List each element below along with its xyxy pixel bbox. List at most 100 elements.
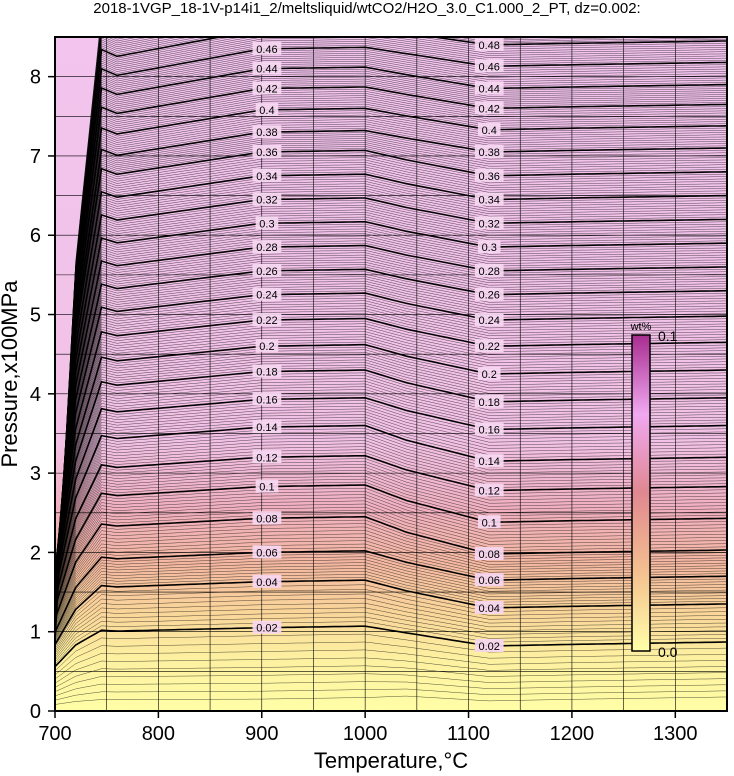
- minor-contour-line: [55, 276, 727, 572]
- contour-label-background: [474, 483, 504, 497]
- contour-label-background: [474, 263, 504, 277]
- colorbar-unit: wt%: [630, 321, 652, 333]
- minor-contour-line: [55, 214, 727, 576]
- minor-contour-line: [55, 78, 727, 608]
- minor-contour-line: [55, 500, 727, 614]
- contour-label: 0.44: [479, 84, 500, 96]
- minor-contour-line: [55, 416, 727, 589]
- minor-contour-line: [55, 308, 727, 573]
- minor-contour-line: [55, 372, 727, 580]
- minor-contour-line: [55, 216, 727, 575]
- contour-label: 0.42: [479, 103, 500, 115]
- contour-label: 0.38: [479, 147, 500, 159]
- minor-contour-line: [55, 157, 727, 584]
- major-contour-line: [55, 343, 727, 577]
- x-axis-title: Temperature,°C: [314, 748, 468, 773]
- minor-contour-line: [55, 574, 727, 643]
- minor-contour-line: [55, 470, 727, 604]
- contour-label-background: [252, 263, 282, 277]
- minor-contour-line: [55, 602, 727, 656]
- minor-contour-line: [55, 497, 727, 613]
- major-contour-line: [55, 292, 727, 573]
- minor-contour-line: [55, 530, 727, 625]
- contour-label-background: [474, 313, 504, 327]
- minor-contour-line: [55, 88, 727, 604]
- minor-contour-line: [55, 200, 727, 577]
- minor-contour-line: [55, 513, 727, 618]
- contour-label-background: [252, 313, 282, 327]
- minor-contour-line: [55, 408, 727, 587]
- minor-contour-line: [55, 431, 727, 593]
- minor-contour-line: [55, 154, 727, 584]
- contour-label: 0.02: [479, 641, 500, 653]
- contour-label-background: [255, 216, 279, 230]
- major-contour-line: [55, 369, 727, 580]
- minor-contour-line: [55, 283, 727, 572]
- contour-label: 0.28: [256, 242, 277, 254]
- minor-contour-line: [55, 607, 727, 658]
- contour-label-background: [252, 511, 282, 525]
- contour-label: 0.06: [479, 575, 500, 587]
- y-axis-title: Pressure,x100MPa: [0, 280, 22, 468]
- minor-contour-line: [55, 440, 727, 595]
- minor-contour-line: [55, 132, 727, 591]
- contour-labels: 0.02 0.02 0.04 0.04 0.06 0.06 0.08 0.08 0.1 0.1 0.…: [252, 37, 504, 653]
- minor-contour-line: [55, 458, 727, 600]
- minor-contour-line: [55, 536, 727, 627]
- contour-label: 0.14: [256, 422, 277, 434]
- major-contour-line: [55, 86, 727, 604]
- minor-contour-line: [55, 481, 727, 607]
- contour-label: 0.22: [479, 341, 500, 353]
- minor-contour-line: [55, 576, 727, 644]
- contour-label-background: [252, 574, 282, 588]
- minor-contour-line: [55, 64, 727, 613]
- minor-contour-line: [55, 310, 727, 573]
- minor-contour-line: [55, 166, 727, 582]
- contour-label-background: [252, 545, 282, 559]
- major-contour-line: [55, 268, 727, 572]
- minor-contour-line: [55, 400, 727, 586]
- contour-label: 0.1: [259, 482, 274, 494]
- minor-contour-line: [55, 138, 727, 589]
- minor-contour-line: [55, 354, 727, 578]
- major-contour-line: [55, 484, 727, 609]
- minor-contour-line: [55, 288, 727, 572]
- contour-label: 0.1: [482, 517, 497, 529]
- minor-contour-line: [55, 461, 727, 601]
- minor-contour-line: [55, 523, 727, 622]
- contour-label: 0.28: [479, 266, 500, 278]
- minor-contour-line: [55, 419, 727, 590]
- minor-contour-line: [55, 140, 727, 588]
- minor-contour-line: [55, 185, 727, 579]
- minor-contour-line: [55, 250, 727, 573]
- minor-contour-line: [55, 261, 727, 573]
- minor-contour-line: [55, 449, 727, 598]
- minor-contour-line: [55, 467, 727, 603]
- x-tick-label: 1000: [343, 723, 388, 745]
- minor-contour-line: [55, 452, 727, 599]
- minor-contour-line: [55, 101, 727, 599]
- minor-contour-line: [55, 346, 727, 577]
- minor-contour-line: [55, 673, 727, 692]
- minor-contour-line: [55, 411, 727, 588]
- contour-label-background: [474, 454, 504, 468]
- y-tick-label: 5: [30, 305, 41, 327]
- contour-label-background: [474, 600, 504, 614]
- minor-contour-line: [55, 341, 727, 576]
- minor-contour-line: [55, 473, 727, 605]
- minor-contour-line: [55, 209, 727, 576]
- contour-label: 0.32: [479, 218, 500, 230]
- minor-contour-line: [55, 475, 727, 606]
- minor-contour-line: [55, 394, 727, 584]
- contour-label: 0.48: [479, 40, 500, 52]
- minor-contour-line: [55, 136, 727, 589]
- minor-contour-line: [55, 105, 727, 598]
- minor-contour-line: [55, 446, 727, 597]
- major-contours: [55, 37, 727, 668]
- minor-contour-line: [55, 326, 727, 575]
- minor-contour-line: [55, 164, 727, 583]
- minor-contour-line: [55, 695, 727, 705]
- minor-contour-line: [55, 612, 727, 661]
- major-contour-line: [55, 424, 727, 591]
